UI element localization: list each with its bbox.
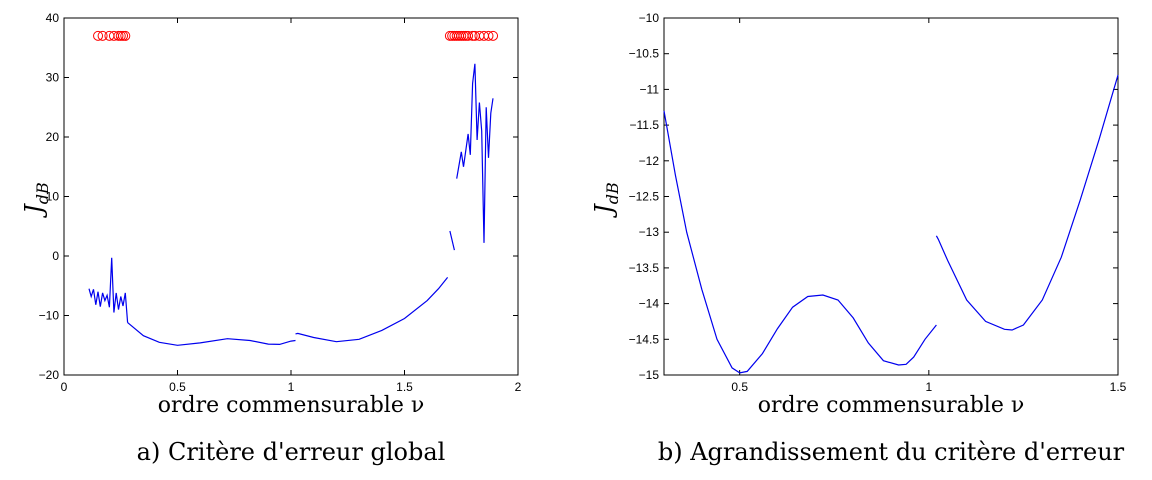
y-tick-label: −12.5 xyxy=(629,190,660,204)
y-axis-label-main: J xyxy=(590,203,618,219)
x-tick-label: 0 xyxy=(61,380,68,394)
data-series-group xyxy=(88,63,494,346)
marker-circle xyxy=(113,30,124,41)
y-axis-label-main: J xyxy=(20,203,48,219)
x-tick-label: 1 xyxy=(288,380,295,394)
marker-circle xyxy=(483,30,494,41)
x-tick-label: 0.5 xyxy=(731,380,748,394)
x-tick-label: 1.5 xyxy=(396,380,413,394)
y-tick-label: −11 xyxy=(640,82,660,96)
y-tick-label: 10 xyxy=(46,190,60,204)
chart-panel-zoom: 0.5 1 1.5 −15 −14.5 −14 −13.5 −13 −12.5 −12 −11.5 −… xyxy=(590,11,1127,466)
y-tick-label: −13 xyxy=(639,225,660,239)
figure-caption: a) Critère d'erreur global xyxy=(137,438,446,466)
x-tick-label: 0.5 xyxy=(169,380,186,394)
series-line xyxy=(88,257,129,323)
y-tick-label: −10.5 xyxy=(629,47,660,61)
axis-ticks: 0.5 1 1.5 −15 −14.5 −14 −13.5 −13 −12.5 −12 −11.5 −… xyxy=(629,11,1127,394)
marker-circle xyxy=(118,30,129,41)
y-tick-label: −12 xyxy=(639,154,660,168)
y-tick-label: 40 xyxy=(46,11,60,25)
marker-circle xyxy=(467,30,478,41)
y-tick-label: −10 xyxy=(639,11,660,25)
y-tick-label: −11.5 xyxy=(630,118,660,132)
data-series-group xyxy=(663,74,1119,374)
svg-text:JdB: JdB xyxy=(590,182,622,219)
marker-circle xyxy=(456,30,467,41)
y-tick-label: −13.5 xyxy=(629,261,660,275)
figure-caption: b) Agrandissement du critère d'erreur xyxy=(658,438,1125,466)
y-axis-label: JdB xyxy=(590,182,622,219)
marker-circle xyxy=(97,30,108,41)
series-line xyxy=(935,74,1119,331)
marker-circle xyxy=(115,30,126,41)
y-tick-label: −10 xyxy=(39,309,60,323)
chart-panel-global: 0 0.5 1 1.5 2 −20 −10 0 10 20 30 40 ordre commensur… xyxy=(20,11,522,466)
y-tick-label: 30 xyxy=(46,71,60,85)
series-line xyxy=(127,322,296,346)
marker-circle xyxy=(488,30,499,41)
y-axis-label-sub: dB xyxy=(33,182,52,204)
y-tick-label: 20 xyxy=(46,130,60,144)
series-line xyxy=(456,63,494,243)
x-tick-label: 1.5 xyxy=(1110,380,1127,394)
marker-circle xyxy=(93,30,104,41)
x-tick-label: 1 xyxy=(925,380,932,394)
x-axis-label: ordre commensurable ν xyxy=(758,393,1024,418)
x-axis-label: ordre commensurable ν xyxy=(158,393,424,418)
plot-area-frame xyxy=(63,17,519,376)
y-tick-label: 0 xyxy=(52,249,59,263)
y-tick-label: −14 xyxy=(639,297,660,311)
y-axis-label: JdB xyxy=(20,182,52,219)
svg-text:JdB: JdB xyxy=(20,182,52,219)
x-tick-label: 2 xyxy=(515,380,522,394)
y-axis-label-sub: dB xyxy=(603,182,622,204)
plot-area-frame xyxy=(663,17,1119,376)
y-tick-label: −15 xyxy=(639,368,660,382)
marker-circle xyxy=(463,30,474,41)
axis-ticks: 0 0.5 1 1.5 2 −20 −10 0 10 20 30 40 xyxy=(39,11,522,394)
y-tick-label: −14.5 xyxy=(629,332,660,346)
series-line xyxy=(663,110,937,374)
series-line xyxy=(449,230,455,251)
series-line xyxy=(295,277,449,343)
marker-circle xyxy=(120,30,131,41)
y-tick-label: −20 xyxy=(39,368,60,382)
marker-group xyxy=(93,30,499,41)
